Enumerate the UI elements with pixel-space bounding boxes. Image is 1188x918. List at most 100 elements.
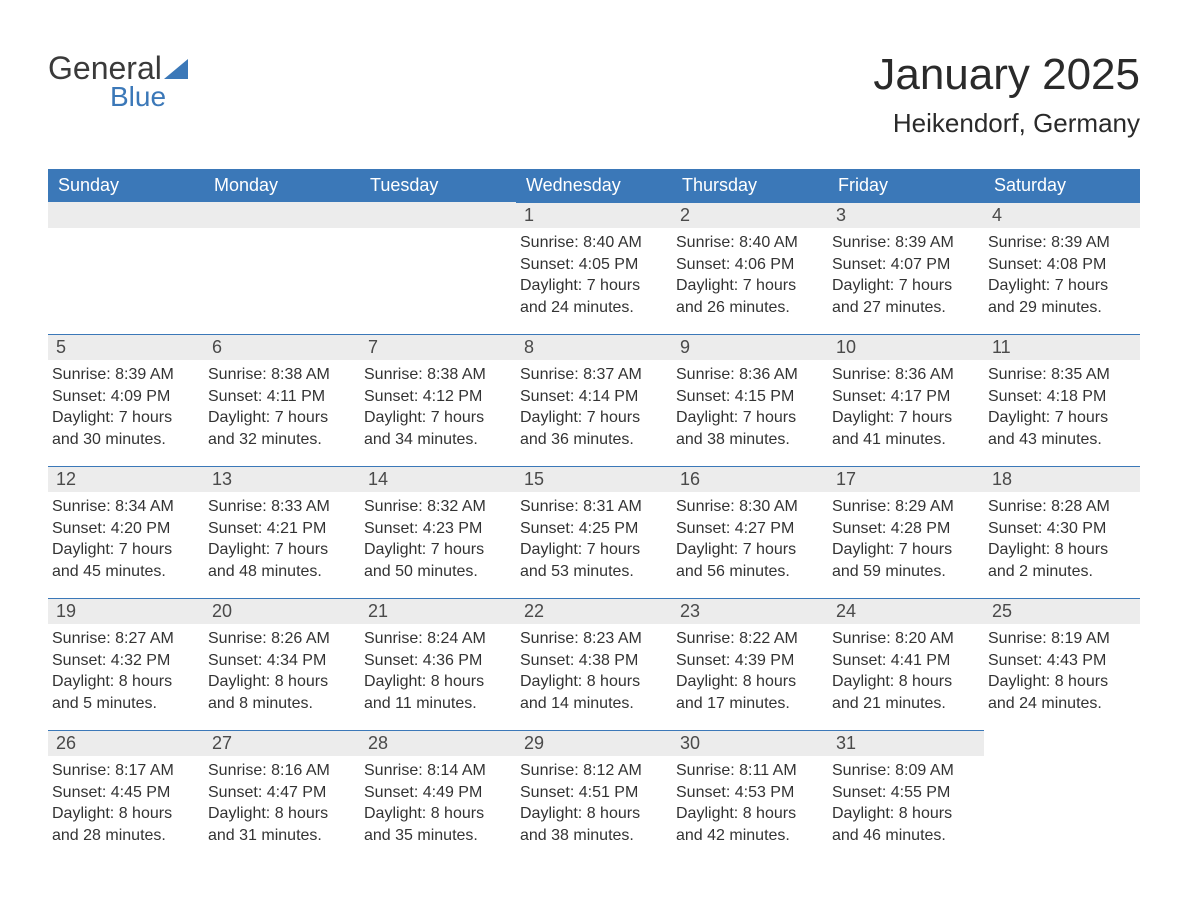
sunrise-label: Sunrise: <box>208 630 267 647</box>
sunset-label: Sunset: <box>676 388 730 405</box>
daylight-label: Daylight: <box>988 409 1050 426</box>
sunset-value: 4:36 PM <box>423 652 483 669</box>
sunset-line: Sunset: 4:06 PM <box>676 254 820 276</box>
sunrise-value: 8:27 AM <box>115 630 174 647</box>
sunset-label: Sunset: <box>52 784 106 801</box>
daylight-label: Daylight: <box>832 805 894 822</box>
sunset-line: Sunset: 4:47 PM <box>208 782 352 804</box>
day-content: Sunrise: 8:27 AMSunset: 4:32 PMDaylight:… <box>48 624 204 718</box>
sunset-label: Sunset: <box>988 388 1042 405</box>
daylight-label: Daylight: <box>676 673 738 690</box>
day-content: Sunrise: 8:11 AMSunset: 4:53 PMDaylight:… <box>672 756 828 850</box>
calendar-week-row: 26Sunrise: 8:17 AMSunset: 4:45 PMDayligh… <box>48 730 1140 862</box>
sunrise-line: Sunrise: 8:14 AM <box>364 760 508 782</box>
sunset-line: Sunset: 4:38 PM <box>520 650 664 672</box>
sunset-line: Sunset: 4:55 PM <box>832 782 976 804</box>
sunrise-value: 8:17 AM <box>115 762 174 779</box>
sunrise-label: Sunrise: <box>988 630 1047 647</box>
month-title: January 2025 <box>873 50 1140 100</box>
sunrise-value: 8:16 AM <box>271 762 330 779</box>
sunrise-line: Sunrise: 8:39 AM <box>52 364 196 386</box>
daylight-label: Daylight: <box>988 541 1050 558</box>
sunset-label: Sunset: <box>832 256 886 273</box>
logo: General Blue <box>48 50 188 113</box>
day-cell: 4Sunrise: 8:39 AMSunset: 4:08 PMDaylight… <box>984 202 1140 334</box>
daylight-label: Daylight: <box>832 673 894 690</box>
sunset-value: 4:06 PM <box>735 256 795 273</box>
day-number: 7 <box>360 334 516 360</box>
sunrise-line: Sunrise: 8:31 AM <box>520 496 664 518</box>
sunset-line: Sunset: 4:21 PM <box>208 518 352 540</box>
sunset-value: 4:25 PM <box>579 520 639 537</box>
sunset-value: 4:23 PM <box>423 520 483 537</box>
sunrise-line: Sunrise: 8:28 AM <box>988 496 1132 518</box>
daylight-line: Daylight: 7 hours and 41 minutes. <box>832 407 976 450</box>
day-content: Sunrise: 8:36 AMSunset: 4:17 PMDaylight:… <box>828 360 984 454</box>
sunrise-label: Sunrise: <box>364 630 423 647</box>
daylight-line: Daylight: 7 hours and 24 minutes. <box>520 275 664 318</box>
empty-day-cell <box>204 202 360 334</box>
sunset-label: Sunset: <box>520 388 574 405</box>
day-content: Sunrise: 8:22 AMSunset: 4:39 PMDaylight:… <box>672 624 828 718</box>
sunrise-label: Sunrise: <box>364 366 423 383</box>
sunrise-value: 8:09 AM <box>895 762 954 779</box>
day-cell: 28Sunrise: 8:14 AMSunset: 4:49 PMDayligh… <box>360 730 516 862</box>
sunset-value: 4:11 PM <box>267 388 325 405</box>
sunrise-line: Sunrise: 8:19 AM <box>988 628 1132 650</box>
sunrise-value: 8:37 AM <box>583 366 642 383</box>
day-cell: 2Sunrise: 8:40 AMSunset: 4:06 PMDaylight… <box>672 202 828 334</box>
daylight-line: Daylight: 7 hours and 36 minutes. <box>520 407 664 450</box>
day-cell: 16Sunrise: 8:30 AMSunset: 4:27 PMDayligh… <box>672 466 828 598</box>
sunrise-label: Sunrise: <box>832 498 891 515</box>
sunset-label: Sunset: <box>52 652 106 669</box>
sunrise-value: 8:36 AM <box>895 366 954 383</box>
day-number: 6 <box>204 334 360 360</box>
sunrise-label: Sunrise: <box>832 762 891 779</box>
day-content: Sunrise: 8:12 AMSunset: 4:51 PMDaylight:… <box>516 756 672 850</box>
sunrise-line: Sunrise: 8:40 AM <box>520 232 664 254</box>
sunset-line: Sunset: 4:30 PM <box>988 518 1132 540</box>
sunset-value: 4:47 PM <box>267 784 327 801</box>
sunset-value: 4:34 PM <box>267 652 327 669</box>
sunset-line: Sunset: 4:25 PM <box>520 518 664 540</box>
sunset-line: Sunset: 4:05 PM <box>520 254 664 276</box>
sunrise-value: 8:11 AM <box>739 762 797 779</box>
sunrise-line: Sunrise: 8:33 AM <box>208 496 352 518</box>
sunset-value: 4:07 PM <box>891 256 951 273</box>
day-cell: 15Sunrise: 8:31 AMSunset: 4:25 PMDayligh… <box>516 466 672 598</box>
day-content: Sunrise: 8:32 AMSunset: 4:23 PMDaylight:… <box>360 492 516 586</box>
sunset-label: Sunset: <box>676 520 730 537</box>
day-cell: 24Sunrise: 8:20 AMSunset: 4:41 PMDayligh… <box>828 598 984 730</box>
sunset-label: Sunset: <box>832 388 886 405</box>
sunset-line: Sunset: 4:09 PM <box>52 386 196 408</box>
sunset-value: 4:05 PM <box>579 256 639 273</box>
sunrise-line: Sunrise: 8:29 AM <box>832 496 976 518</box>
day-content: Sunrise: 8:33 AMSunset: 4:21 PMDaylight:… <box>204 492 360 586</box>
daylight-label: Daylight: <box>52 673 114 690</box>
sunrise-value: 8:35 AM <box>1051 366 1110 383</box>
calendar-week-row: 19Sunrise: 8:27 AMSunset: 4:32 PMDayligh… <box>48 598 1140 730</box>
sunrise-line: Sunrise: 8:39 AM <box>832 232 976 254</box>
day-cell: 17Sunrise: 8:29 AMSunset: 4:28 PMDayligh… <box>828 466 984 598</box>
calendar-week-row: 12Sunrise: 8:34 AMSunset: 4:20 PMDayligh… <box>48 466 1140 598</box>
sunset-label: Sunset: <box>364 652 418 669</box>
day-number: 30 <box>672 730 828 756</box>
sunrise-line: Sunrise: 8:37 AM <box>520 364 664 386</box>
sunrise-label: Sunrise: <box>832 630 891 647</box>
sunrise-line: Sunrise: 8:17 AM <box>52 760 196 782</box>
sunset-label: Sunset: <box>364 520 418 537</box>
sunrise-label: Sunrise: <box>520 366 579 383</box>
weekday-header: Wednesday <box>516 169 672 202</box>
location-subtitle: Heikendorf, Germany <box>873 108 1140 139</box>
day-number: 20 <box>204 598 360 624</box>
day-content: Sunrise: 8:39 AMSunset: 4:09 PMDaylight:… <box>48 360 204 454</box>
logo-blue-text: Blue <box>110 81 166 113</box>
day-number: 16 <box>672 466 828 492</box>
daylight-label: Daylight: <box>988 277 1050 294</box>
daylight-line: Daylight: 7 hours and 34 minutes. <box>364 407 508 450</box>
day-cell: 3Sunrise: 8:39 AMSunset: 4:07 PMDaylight… <box>828 202 984 334</box>
sunset-value: 4:18 PM <box>1047 388 1107 405</box>
day-number: 19 <box>48 598 204 624</box>
sunrise-label: Sunrise: <box>832 234 891 251</box>
day-cell: 19Sunrise: 8:27 AMSunset: 4:32 PMDayligh… <box>48 598 204 730</box>
